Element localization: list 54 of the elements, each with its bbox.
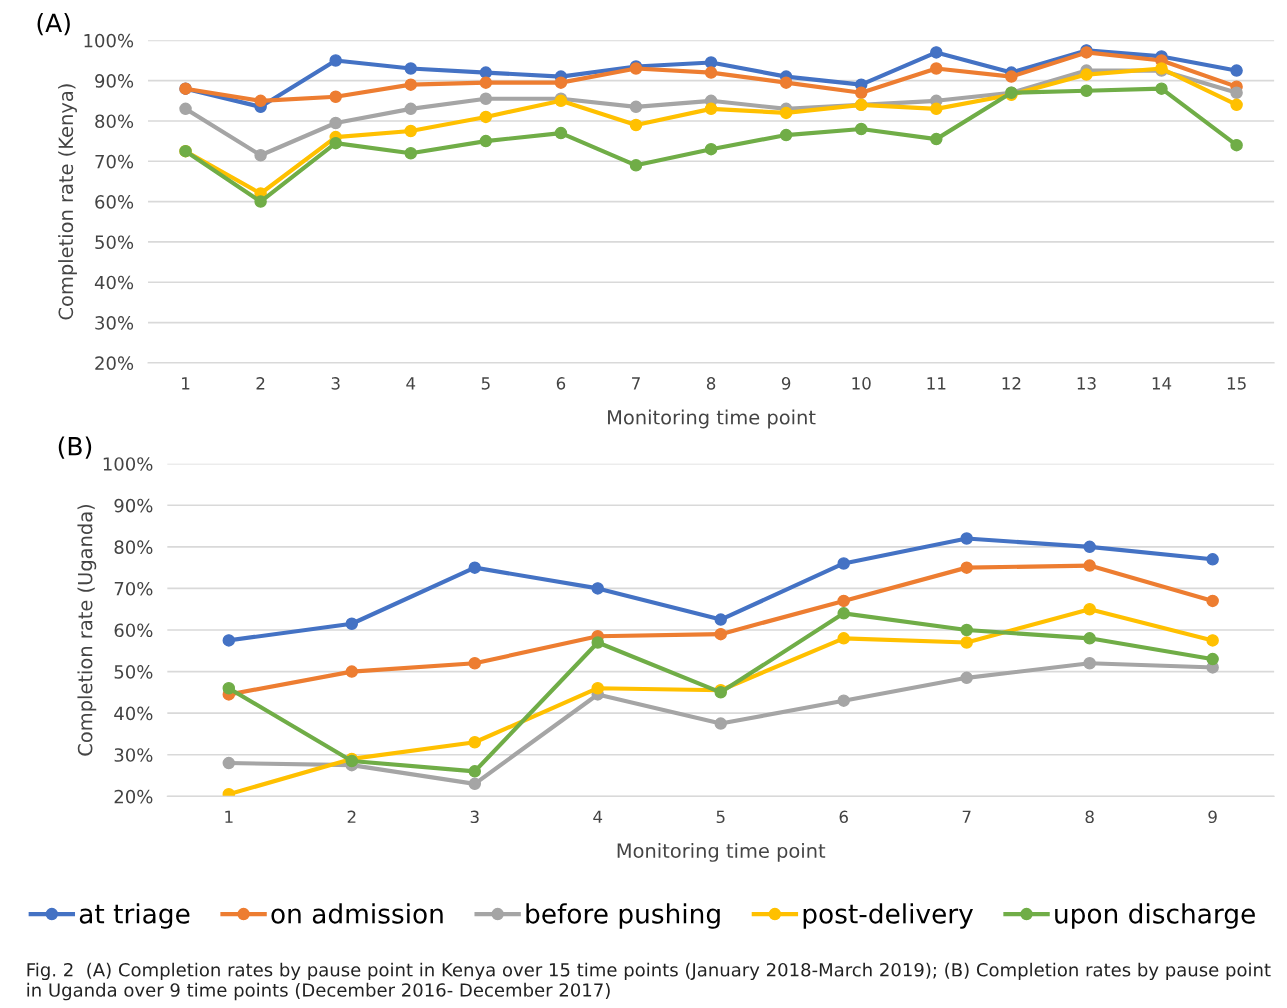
y-tick-label: 80%: [95, 114, 134, 129]
x-tick-label: 7: [632, 377, 640, 390]
chart-title: (A): [37, 13, 70, 36]
x-tick-label: 3: [470, 810, 479, 824]
x-tick-label: 14: [1152, 377, 1172, 390]
x-tick-label: 8: [706, 377, 716, 390]
x-tick-label: 7: [962, 810, 971, 823]
x-tick-label: 8: [1085, 810, 1094, 824]
x-tick-label: 6: [839, 810, 848, 824]
y-tick-label: 100%: [84, 33, 134, 48]
y-tick-label: 100%: [103, 457, 153, 471]
y-tick-label: 40%: [114, 706, 153, 721]
y-tick-label: 60%: [95, 195, 134, 209]
chart-title: (B): [58, 436, 92, 459]
y-axis-title: Completion rate (Uganda): [77, 504, 97, 756]
x-axis-title: Monitoring time point: [617, 843, 826, 862]
y-tick-label: 80%: [114, 540, 153, 554]
y-tick-label: 20%: [95, 356, 134, 370]
y-tick-label: 40%: [94, 275, 134, 290]
x-tick-label: 4: [593, 810, 603, 823]
x-tick-label: 2: [347, 810, 356, 823]
x-tick-label: 4: [406, 377, 416, 390]
y-tick-label: 60%: [114, 623, 153, 638]
x-axis-title: Monitoring time point: [608, 409, 816, 429]
legend-label: upon discharge: [1055, 903, 1255, 929]
x-tick-label: 5: [481, 377, 490, 390]
x-tick-label: 9: [1208, 810, 1217, 824]
y-tick-label: 30%: [114, 748, 153, 762]
x-tick-label: 9: [781, 377, 791, 390]
x-tick-label: 13: [1077, 377, 1096, 390]
x-tick-label: 12: [1002, 377, 1021, 390]
y-tick-label: 70%: [114, 581, 153, 596]
y-axis-title: Completion rate (Kenya): [58, 84, 77, 320]
legend-label: before pushing: [526, 903, 720, 929]
legend-label: post-delivery: [803, 903, 973, 929]
x-tick-label: 1: [182, 377, 190, 390]
x-tick-label: 1: [225, 810, 233, 823]
x-tick-label: 2: [256, 377, 265, 390]
x-tick-label: 6: [556, 377, 566, 390]
y-tick-label: 70%: [95, 154, 134, 169]
x-tick-label: 15: [1227, 377, 1246, 390]
y-tick-label: 30%: [95, 316, 134, 330]
y-tick-label: 20%: [114, 789, 153, 804]
y-tick-label: 90%: [95, 74, 134, 88]
x-tick-label: 3: [331, 377, 340, 390]
caption: Fig. 2 (A) Completion rates by pause point in Kenya over 15 time points (January 2018-March 2019); (B) Completion rates by pause point in Uganda over 9 time points (December 2016- December 2017): [27, 962, 1271, 1001]
y-tick-label: 90%: [114, 498, 153, 513]
y-tick-label: 50%: [114, 665, 153, 679]
legend-label: at triage: [79, 903, 190, 929]
x-tick-label: 10: [852, 377, 871, 390]
legend-label: on admission: [271, 903, 443, 924]
y-tick-label: 50%: [95, 235, 134, 250]
x-tick-label: 11: [927, 377, 946, 390]
x-tick-label: 5: [716, 810, 725, 824]
